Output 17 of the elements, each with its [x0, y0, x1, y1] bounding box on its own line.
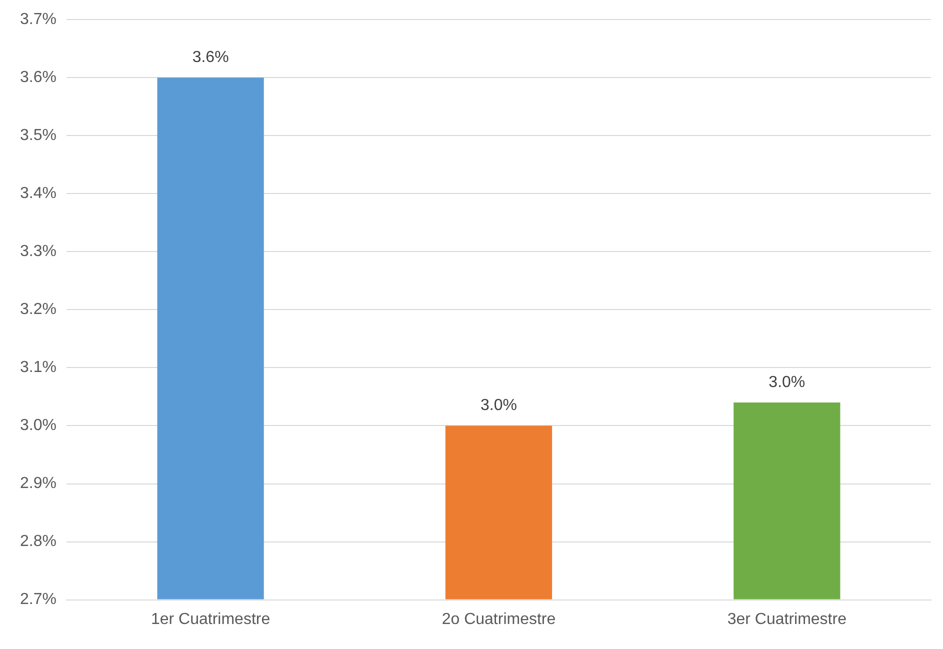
y-tick-label: 3.6%	[20, 69, 56, 86]
y-tick-label: 2.9%	[20, 475, 56, 492]
data-label: 3.0%	[768, 374, 806, 391]
x-tick-label: 3er Cuatrimestre	[727, 610, 847, 628]
y-tick-label: 3.4%	[20, 185, 56, 202]
y-tick-label: 2.8%	[20, 533, 56, 550]
data-label: 3.0%	[480, 397, 517, 414]
y-tick-label: 3.1%	[20, 359, 56, 376]
y-tick-label: 2.7%	[20, 591, 56, 608]
y-tick-label: 3.2%	[20, 301, 56, 318]
y-tick-label: 3.0%	[20, 417, 56, 434]
data-label: 3.6%	[192, 49, 229, 66]
y-tick-label: 3.5%	[20, 127, 56, 144]
x-tick-label: 2o Cuatrimestre	[442, 610, 556, 628]
y-tick-label: 3.3%	[20, 243, 56, 260]
y-tick-label: 3.7%	[20, 11, 56, 28]
x-tick-label: 1er Cuatrimestre	[150, 610, 270, 628]
